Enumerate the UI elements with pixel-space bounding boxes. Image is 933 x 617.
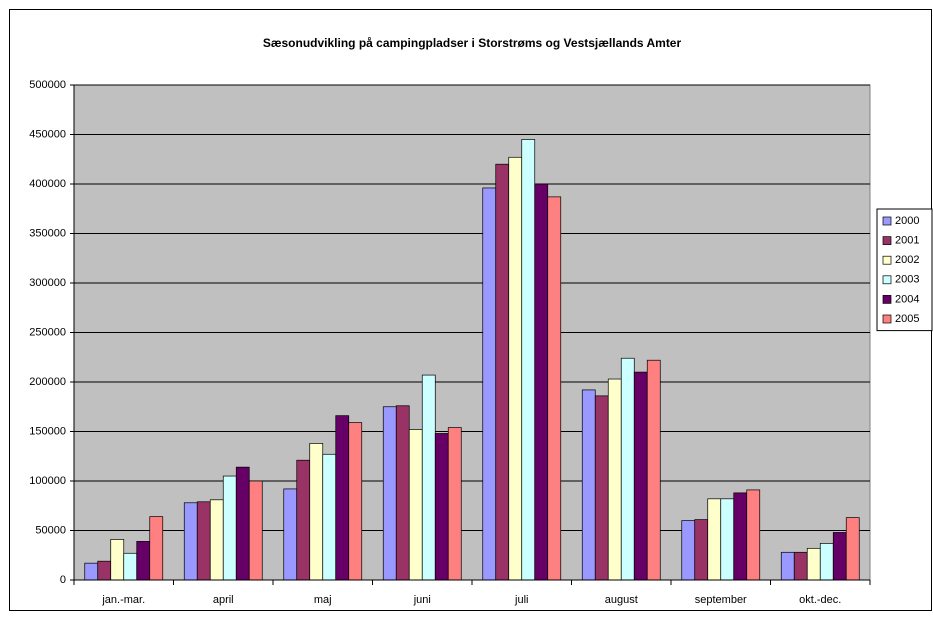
legend-swatch <box>882 216 892 226</box>
bar <box>720 498 735 581</box>
bar <box>694 519 709 581</box>
bar <box>84 562 99 581</box>
y-tick-label: 300000 <box>29 277 66 289</box>
bar <box>283 488 298 581</box>
legend-label: 2003 <box>895 274 919 286</box>
legend-label: 2000 <box>895 215 919 227</box>
x-tick-label: august <box>605 594 638 606</box>
legend-label: 2002 <box>895 254 919 266</box>
chart-title: Sæsonudvikling på campingpladser i Stors… <box>263 36 682 50</box>
y-tick-label: 50000 <box>35 524 66 536</box>
legend-label: 2005 <box>895 313 919 325</box>
bar <box>136 541 151 581</box>
bar <box>793 551 808 581</box>
bar <box>819 543 834 581</box>
bar <box>707 498 722 581</box>
bar <box>508 156 523 581</box>
bar <box>646 359 661 581</box>
bar <box>806 547 821 581</box>
y-tick-label: 400000 <box>29 178 66 190</box>
bar <box>845 517 860 581</box>
bar <box>495 163 510 581</box>
bar <box>296 459 311 581</box>
bar <box>235 466 250 581</box>
bar <box>348 422 363 581</box>
bar <box>581 389 596 581</box>
bar <box>382 406 397 581</box>
legend-swatch <box>882 236 892 245</box>
bar <box>335 415 350 581</box>
bar <box>482 187 497 581</box>
bar <box>209 499 224 581</box>
x-tick-label: jan.-mar. <box>101 594 145 606</box>
legend <box>876 208 933 332</box>
bar <box>309 443 324 581</box>
legend-swatch <box>882 314 892 324</box>
bar <box>534 183 549 581</box>
bar <box>547 196 562 581</box>
x-tick-label: okt.-dec. <box>799 594 841 606</box>
bar <box>733 492 748 581</box>
y-tick-label: 150000 <box>29 425 66 437</box>
bar <box>395 405 410 581</box>
y-tick-label: 450000 <box>29 128 66 140</box>
x-tick-label: maj <box>314 594 332 606</box>
bar <box>248 480 263 581</box>
bar <box>681 520 696 581</box>
bar <box>780 551 795 581</box>
bar <box>149 516 164 581</box>
bar <box>832 532 847 581</box>
bar <box>607 378 622 581</box>
bar <box>746 489 761 581</box>
bar <box>447 427 462 581</box>
bar <box>620 357 635 581</box>
bar <box>183 502 198 581</box>
bar <box>110 539 125 581</box>
legend-swatch <box>882 295 892 304</box>
x-tick-label: juli <box>514 594 528 606</box>
bar <box>594 395 609 581</box>
legend-swatch <box>882 255 892 265</box>
bar <box>322 453 337 581</box>
bar <box>633 371 648 581</box>
y-tick-label: 350000 <box>29 227 66 239</box>
y-tick-label: 100000 <box>29 475 66 487</box>
bar <box>222 475 237 581</box>
bar <box>97 560 112 581</box>
y-tick-label: 0 <box>60 574 66 586</box>
legend-label: 2001 <box>895 235 919 247</box>
x-tick-label: juni <box>413 594 431 606</box>
legend-swatch <box>882 275 892 285</box>
bar <box>521 139 536 581</box>
bar <box>123 552 138 581</box>
bar <box>434 433 449 581</box>
y-tick-label: 250000 <box>29 326 66 338</box>
bar <box>196 501 211 581</box>
x-tick-label: september <box>695 594 747 606</box>
y-tick-label: 200000 <box>29 376 66 388</box>
bar <box>408 429 423 581</box>
legend-label: 2004 <box>895 293 919 305</box>
bar <box>421 374 436 581</box>
y-tick-label: 500000 <box>29 79 66 91</box>
x-tick-label: april <box>213 594 234 606</box>
